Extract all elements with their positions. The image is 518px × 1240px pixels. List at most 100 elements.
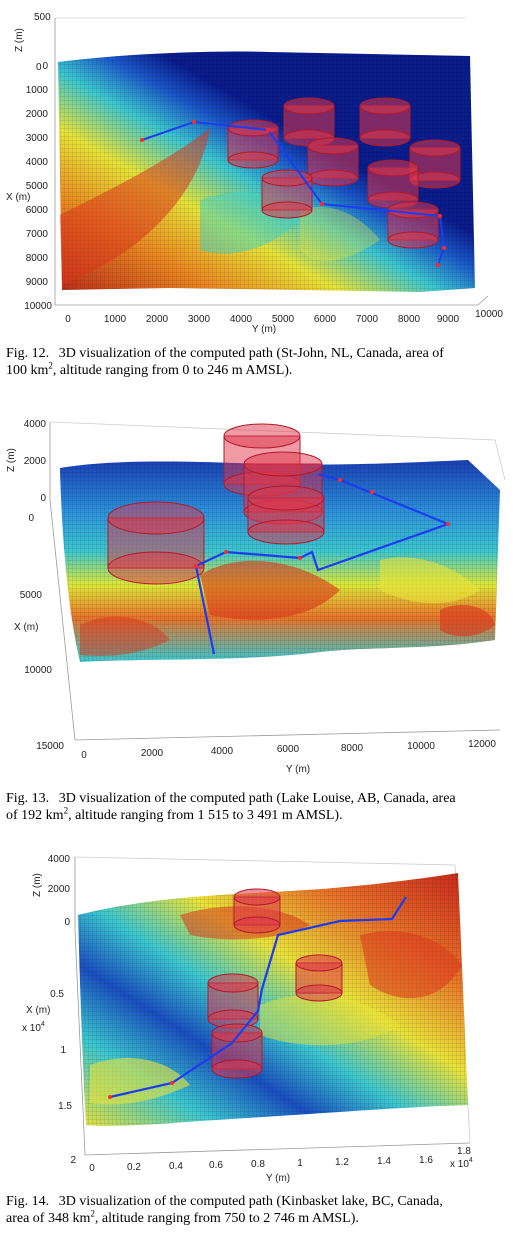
svg-text:3000: 3000 xyxy=(188,314,211,325)
cylinder xyxy=(247,485,325,545)
svg-text:8000: 8000 xyxy=(398,314,421,325)
x-axis-label: X (m) xyxy=(14,622,38,633)
figure-13-plot: 4000 2000 0 Z (m) 0 5000 10000 15000 X (… xyxy=(6,419,506,775)
y-axis-label: Y (m) xyxy=(286,764,310,775)
svg-text:0: 0 xyxy=(89,1163,95,1174)
svg-text:12000: 12000 xyxy=(468,739,496,750)
cylinder xyxy=(359,97,411,147)
svg-text:0: 0 xyxy=(28,513,34,524)
svg-text:8000: 8000 xyxy=(341,743,364,754)
svg-text:2000: 2000 xyxy=(141,748,164,759)
svg-text:1.4: 1.4 xyxy=(377,1156,391,1167)
svg-text:2: 2 xyxy=(70,1155,76,1166)
cylinder xyxy=(211,1023,263,1079)
x-ticks: 0.5 1 1.5 2 xyxy=(50,989,76,1166)
svg-text:500: 500 xyxy=(34,12,51,23)
svg-text:9000: 9000 xyxy=(437,314,460,325)
axes-frame xyxy=(54,17,489,306)
y-ticks: 0 1000 2000 3000 4000 5000 6000 7000 800… xyxy=(65,309,503,325)
svg-text:4000: 4000 xyxy=(211,746,234,757)
svg-text:0.6: 0.6 xyxy=(209,1160,223,1171)
svg-text:0: 0 xyxy=(64,917,70,928)
figure-13-caption: Fig. 13. 3D visualization of the compute… xyxy=(6,791,456,823)
svg-text:0: 0 xyxy=(36,62,42,73)
figure-14-plot: 4000 2000 0 Z (m) 0.5 1 1.5 2 X (m) x 10… xyxy=(22,854,473,1184)
svg-text:15000: 15000 xyxy=(36,741,64,752)
svg-text:1.2: 1.2 xyxy=(335,1157,349,1168)
svg-text:2000: 2000 xyxy=(48,884,71,895)
x-axis-label: X (m) xyxy=(6,192,30,203)
z-axis-label: Z (m) xyxy=(6,448,17,472)
svg-text:2000: 2000 xyxy=(24,456,47,467)
figure-14-caption: Fig. 14. 3D visualization of the compute… xyxy=(6,1194,443,1226)
svg-text:0.5: 0.5 xyxy=(50,989,64,1000)
figure-13: 4000 2000 0 Z (m) 0 5000 10000 15000 X (… xyxy=(0,400,518,835)
svg-text:1: 1 xyxy=(60,1045,66,1056)
y-ticks: 0 0.2 0.4 0.6 0.8 1 1.2 1.4 1.6 1.8 xyxy=(89,1146,471,1174)
figure-12-caption: Fig. 12. 3D visualization of the compute… xyxy=(6,346,444,378)
svg-text:10000: 10000 xyxy=(407,741,435,752)
svg-text:0.8: 0.8 xyxy=(251,1159,265,1170)
figure-12-plot: 500 0 Z (m) 0 1000 2000 3000 4000 5000 6… xyxy=(6,12,503,335)
svg-text:4000: 4000 xyxy=(26,157,49,168)
svg-text:2000: 2000 xyxy=(146,314,169,325)
z-ticks: 4000 2000 0 xyxy=(48,854,71,928)
svg-text:4000: 4000 xyxy=(230,314,253,325)
svg-text:10000: 10000 xyxy=(475,309,503,320)
z-axis-label: Z (m) xyxy=(14,28,25,52)
svg-text:0: 0 xyxy=(42,61,48,72)
x-ticks: 0 5000 10000 15000 xyxy=(20,513,65,752)
z-ticks: 4000 2000 0 xyxy=(24,419,47,504)
svg-text:0: 0 xyxy=(81,750,87,761)
cylinder xyxy=(261,169,313,219)
y-axis-multiplier: x 104 xyxy=(450,1157,473,1170)
terrain-surface xyxy=(78,873,468,1126)
cylinder xyxy=(107,501,205,585)
cylinder xyxy=(307,137,359,187)
svg-text:0.2: 0.2 xyxy=(127,1162,141,1173)
obstacle-cylinders xyxy=(107,423,325,585)
svg-text:10000: 10000 xyxy=(24,665,52,676)
svg-text:4000: 4000 xyxy=(48,854,71,865)
x-ticks: 0 1000 2000 3000 4000 5000 6000 7000 800… xyxy=(24,61,52,312)
cylinder xyxy=(233,888,281,934)
cylinder xyxy=(387,201,439,249)
computed-path xyxy=(108,896,407,1099)
svg-text:1.6: 1.6 xyxy=(419,1155,433,1166)
figure-14: 4000 2000 0 Z (m) 0.5 1 1.5 2 X (m) x 10… xyxy=(0,835,518,1240)
x-axis-label: X (m) xyxy=(26,1005,50,1016)
svg-text:7000: 7000 xyxy=(26,229,49,240)
svg-text:1000: 1000 xyxy=(26,85,49,96)
cylinder xyxy=(295,954,343,1002)
svg-text:9000: 9000 xyxy=(26,277,49,288)
svg-text:4000: 4000 xyxy=(24,419,47,430)
svg-text:0.4: 0.4 xyxy=(169,1161,183,1172)
y-axis-label: Y (m) xyxy=(266,1173,290,1184)
z-ticks: 500 0 xyxy=(34,12,51,73)
svg-text:5000: 5000 xyxy=(26,181,49,192)
svg-text:5000: 5000 xyxy=(272,314,295,325)
cylinder xyxy=(367,159,419,209)
svg-text:0: 0 xyxy=(65,314,71,325)
z-axis-label: Z (m) xyxy=(32,873,43,897)
svg-text:1: 1 xyxy=(297,1158,303,1169)
svg-text:0: 0 xyxy=(40,493,46,504)
x-axis-multiplier: x 104 xyxy=(22,1021,45,1034)
svg-text:6000: 6000 xyxy=(277,744,300,755)
svg-text:6000: 6000 xyxy=(314,314,337,325)
cylinder xyxy=(207,973,259,1029)
svg-text:7000: 7000 xyxy=(356,314,379,325)
svg-text:3000: 3000 xyxy=(26,133,49,144)
y-ticks: 0 2000 4000 6000 8000 10000 12000 xyxy=(81,739,496,761)
figure-12: 500 0 Z (m) 0 1000 2000 3000 4000 5000 6… xyxy=(0,0,518,400)
svg-text:2000: 2000 xyxy=(26,109,49,120)
svg-text:1.5: 1.5 xyxy=(58,1101,72,1112)
svg-text:10000: 10000 xyxy=(24,301,52,312)
obstacle-cylinders xyxy=(207,888,343,1079)
svg-text:8000: 8000 xyxy=(26,253,49,264)
svg-text:1000: 1000 xyxy=(104,314,127,325)
y-axis-label: Y (m) xyxy=(252,324,276,335)
computed-path xyxy=(194,472,452,655)
svg-text:6000: 6000 xyxy=(26,205,49,216)
svg-text:1.8: 1.8 xyxy=(457,1146,471,1157)
